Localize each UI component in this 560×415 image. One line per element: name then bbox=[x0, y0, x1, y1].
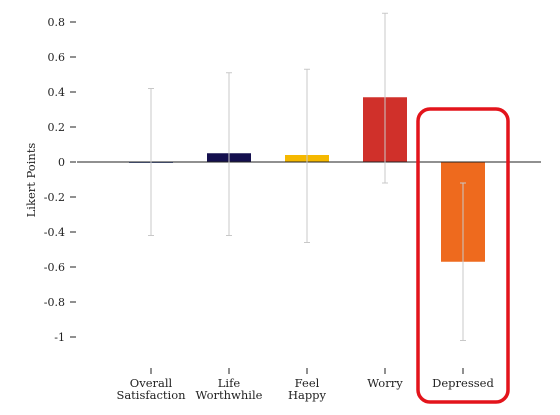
error-bar-3 bbox=[382, 12, 388, 184]
x-tick-label: Worry bbox=[367, 376, 403, 390]
y-tick-label: 0.4 bbox=[48, 86, 66, 99]
x-tick-label: Happy bbox=[288, 388, 327, 402]
x-tick-label: Satisfaction bbox=[116, 388, 186, 402]
y-tick-label: -0.8 bbox=[44, 296, 65, 309]
highlight-box bbox=[416, 107, 510, 404]
x-tick-label: Overall bbox=[130, 376, 173, 390]
y-tick-label: -1 bbox=[54, 331, 65, 344]
error-bar-4 bbox=[460, 182, 466, 341]
y-tick-label: 0 bbox=[58, 156, 65, 169]
y-tick-label: -0.4 bbox=[44, 226, 65, 239]
x-tick-label: Feel bbox=[295, 376, 320, 390]
x-tick-label: Depressed bbox=[432, 376, 494, 390]
y-tick-label: -0.2 bbox=[44, 191, 65, 204]
error-bars bbox=[148, 12, 466, 341]
y-tick-label: 0.2 bbox=[48, 121, 66, 134]
y-tick-label: -0.6 bbox=[44, 261, 65, 274]
x-tick-label: Life bbox=[218, 376, 241, 390]
x-tick-label: Worthwhile bbox=[196, 388, 263, 402]
y-axis: 0.8 0.6 0.4 0.2 0 -0.2 -0.4 -0.6 -0.8 -1 bbox=[44, 16, 76, 344]
y-tick-label: 0.8 bbox=[48, 16, 66, 29]
error-bar-0 bbox=[148, 88, 154, 236]
error-bar-1 bbox=[226, 72, 232, 236]
y-axis-label: Likert Points bbox=[24, 143, 38, 218]
y-tick-label: 0.6 bbox=[48, 51, 66, 64]
error-bar-2 bbox=[304, 68, 310, 243]
